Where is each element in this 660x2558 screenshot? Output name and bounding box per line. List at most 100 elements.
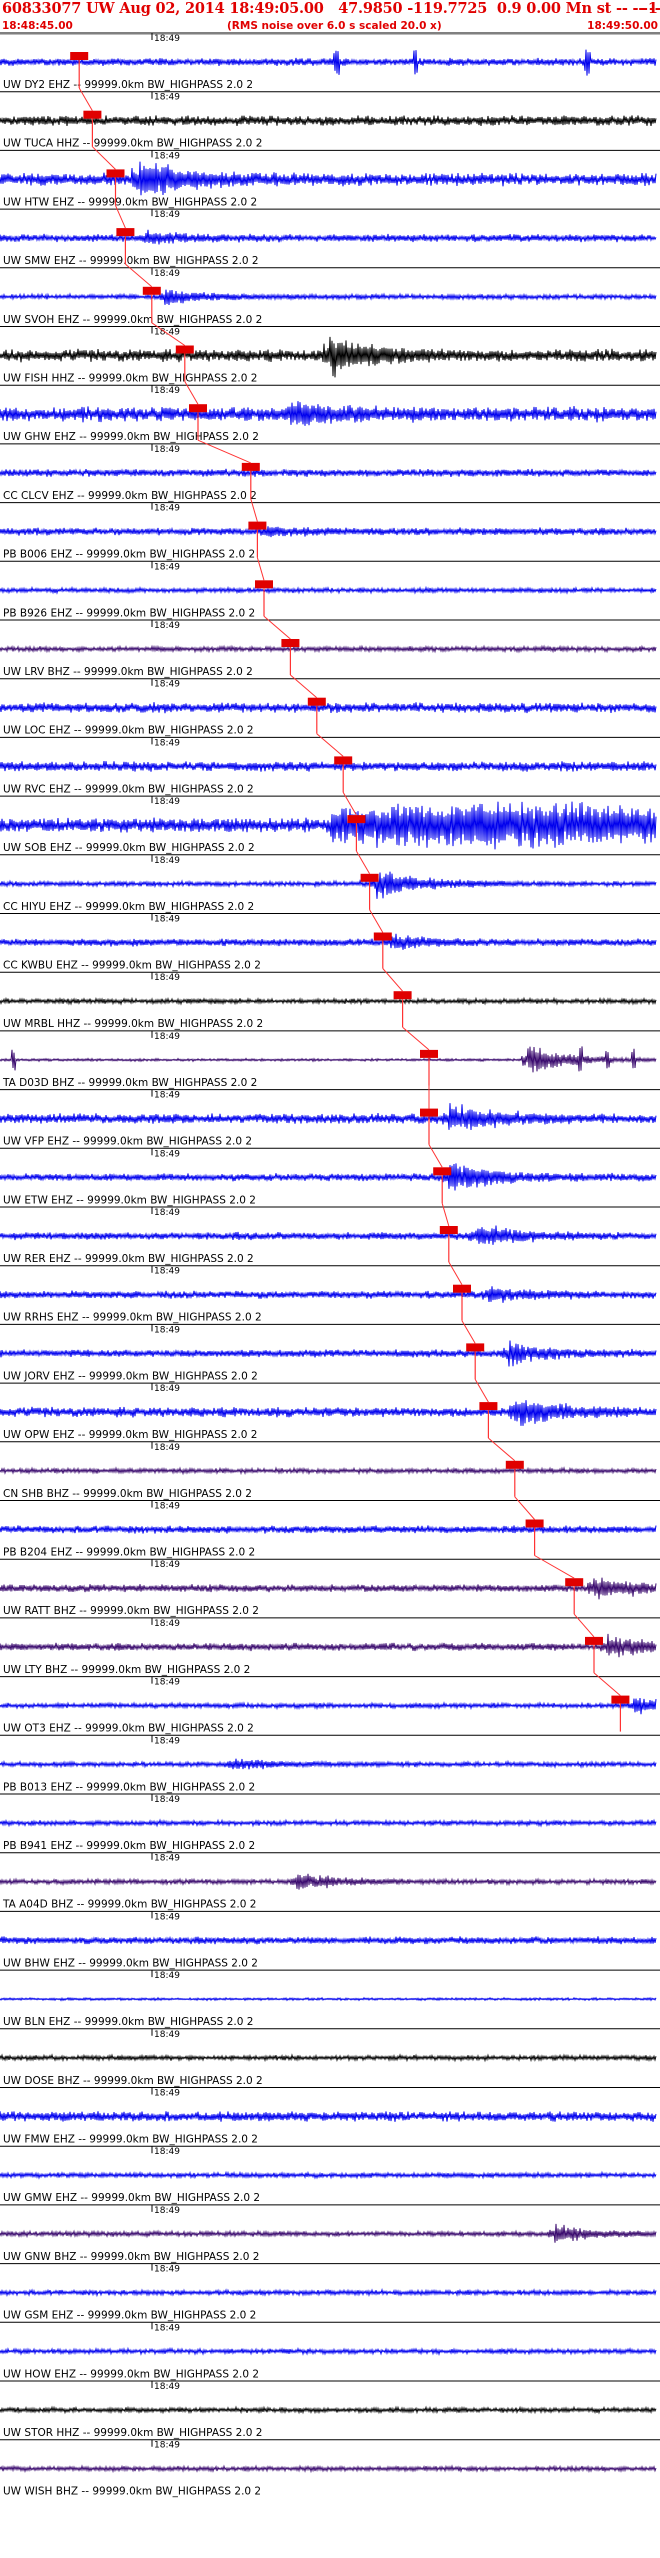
minute-tick-label: 18:49 [154,1971,180,1981]
pick-marker [360,873,379,882]
waveform-trace [0,1103,657,1131]
minute-tick-label: 18:49 [154,386,180,396]
moveout-line [290,674,318,699]
station-label: CC HIYU EHZ -- 99999.0km BW_HIGHPASS 2.0… [3,901,254,913]
minute-tick-label: 18:49 [154,1912,180,1922]
station-label: UW TUCA HHZ -- 99999.0km BW_HIGHPASS 2.0… [3,138,262,150]
pick-marker [433,1167,452,1176]
waveform-trace [0,49,657,76]
moveout-line [92,146,116,170]
waveform-trace [0,1286,657,1303]
waveform-trace [0,1340,657,1367]
minute-tick-label: 18:49 [154,1091,180,1101]
waveform-trace [0,761,657,772]
station-label: UW FISH HHZ -- 99999.0km BW_HIGHPASS 2.0… [3,373,257,385]
pick-marker [439,1226,458,1234]
event-title-right: -1 [641,0,658,17]
station-label: CN SHB BHZ -- 99999.0km BW_HIGHPASS 2.0 … [3,1488,252,1500]
moveout-line [573,1613,595,1638]
minute-tick-label: 18:49 [154,2382,180,2392]
waveform-trace [0,1873,657,1890]
station-label: UW SMW EHZ -- 99999.0km BW_HIGHPASS 2.0 … [3,255,259,267]
station-label: UW BLN EHZ -- 99999.0km BW_HIGHPASS 2.0 … [3,2016,253,2028]
pick-marker [83,110,102,119]
minute-tick-label: 18:49 [154,2265,180,2275]
waveform-trace [0,996,657,1006]
minute-tick-label: 18:49 [154,328,180,338]
minute-tick-label: 18:49 [154,562,180,572]
end-time-label: 18:49:50.00 [587,20,658,32]
minute-tick-label: 18:49 [154,797,180,807]
waveform-trace [0,801,657,850]
waveform-trace [0,2053,657,2063]
moveout-line [256,557,265,581]
pick-marker [453,1284,471,1293]
waveform-trace [0,2111,657,2122]
waveform-trace [0,702,657,714]
moveout-line [514,1496,535,1520]
waveform-trace [0,2287,657,2298]
waveform-trace [0,468,657,478]
minute-tick-label: 18:49 [154,2089,180,2099]
waveform-trace [0,289,657,306]
pick-marker [241,462,260,471]
minute-tick-label: 18:49 [154,34,180,44]
station-label: UW LTY BHZ -- 99999.0km BW_HIGHPASS 2.0 … [3,1664,250,1676]
event-title: 60833077 UW Aug 02, 2014 18:49:05.00 47.… [2,0,660,17]
pick-marker [420,1049,438,1058]
pick-marker [565,1578,584,1587]
pick-marker [525,1519,544,1528]
station-label: UW GMW EHZ -- 99999.0km BW_HIGHPASS 2.0 … [3,2192,260,2204]
minute-tick-label: 18:49 [154,269,180,279]
pick-marker [281,639,300,647]
station-label: UW GNW BHZ -- 99999.0km BW_HIGHPASS 2.0 … [3,2251,259,2263]
minute-tick-label: 18:49 [154,504,180,514]
moveout-line [382,968,403,992]
station-label: UW ETW EHZ -- 99999.0km BW_HIGHPASS 2.0 … [3,1194,256,1206]
pick-marker [505,1460,524,1469]
station-label: UW MRBL HHZ -- 99999.0km BW_HIGHPASS 2.0… [3,1018,263,1030]
station-label: UW JORV EHZ -- 99999.0km BW_HIGHPASS 2.0… [3,1370,258,1382]
waveform-trace [0,1697,657,1715]
minute-tick-label: 18:49 [154,151,180,161]
station-label: UW HOW EHZ -- 99999.0km BW_HIGHPASS 2.0 … [3,2368,259,2380]
station-label: UW HTW EHZ -- 99999.0km BW_HIGHPASS 2.0 … [3,196,257,208]
moveout-line [593,1672,621,1696]
station-label: PB B941 EHZ -- 99999.0km BW_HIGHPASS 2.0… [3,1840,255,1852]
minute-tick-label: 18:49 [154,445,180,455]
moveout-line [115,205,126,229]
station-label: UW SOB EHZ -- 99999.0km BW_HIGHPASS 2.0 … [3,842,255,854]
station-label: UW GHW EHZ -- 99999.0km BW_HIGHPASS 2.0 … [3,431,259,443]
station-label: UW RVC EHZ -- 99999.0km BW_HIGHPASS 2.0 … [3,783,254,795]
station-label: UW LRV BHZ -- 99999.0km BW_HIGHPASS 2.0 … [3,666,253,678]
station-label: TA A04D BHZ -- 99999.0km BW_HIGHPASS 2.0… [2,1899,256,1911]
minute-tick-label: 18:49 [154,1502,180,1512]
waveform-trace [0,2223,657,2243]
waveform-trace [0,336,657,378]
pick-marker [611,1695,630,1704]
station-label: UW DY2 EHZ -- 99999.0km BW_HIGHPASS 2.0 … [3,79,253,91]
minute-tick-label: 18:49 [154,1032,180,1042]
waveform-trace [0,2405,657,2415]
pick-marker [479,1402,498,1411]
station-label: UW OPW EHZ -- 99999.0km BW_HIGHPASS 2.0 … [3,1429,257,1441]
moveout-line [151,322,186,346]
waveform-trace [0,2464,657,2474]
pick-marker [420,1108,438,1117]
minute-tick-label: 18:49 [154,1384,180,1394]
station-label: UW GSM EHZ -- 99999.0km BW_HIGHPASS 2.0 … [3,2310,256,2322]
waveform-trace [0,1163,657,1191]
station-label: CC KWBU EHZ -- 99999.0km BW_HIGHPASS 2.0… [3,960,261,972]
moveout-line [342,792,357,816]
waveform-trace [0,871,657,899]
pick-marker [347,815,366,824]
waveform-trace [0,1996,657,2002]
waveform-trace [0,1818,657,1828]
moveout-line [250,498,258,522]
minute-tick-label: 18:49 [154,2206,180,2216]
minute-tick-label: 18:49 [154,1736,180,1746]
waveform-trace [0,585,657,595]
moveout-line [316,733,344,757]
moveout-line [402,1026,430,1051]
